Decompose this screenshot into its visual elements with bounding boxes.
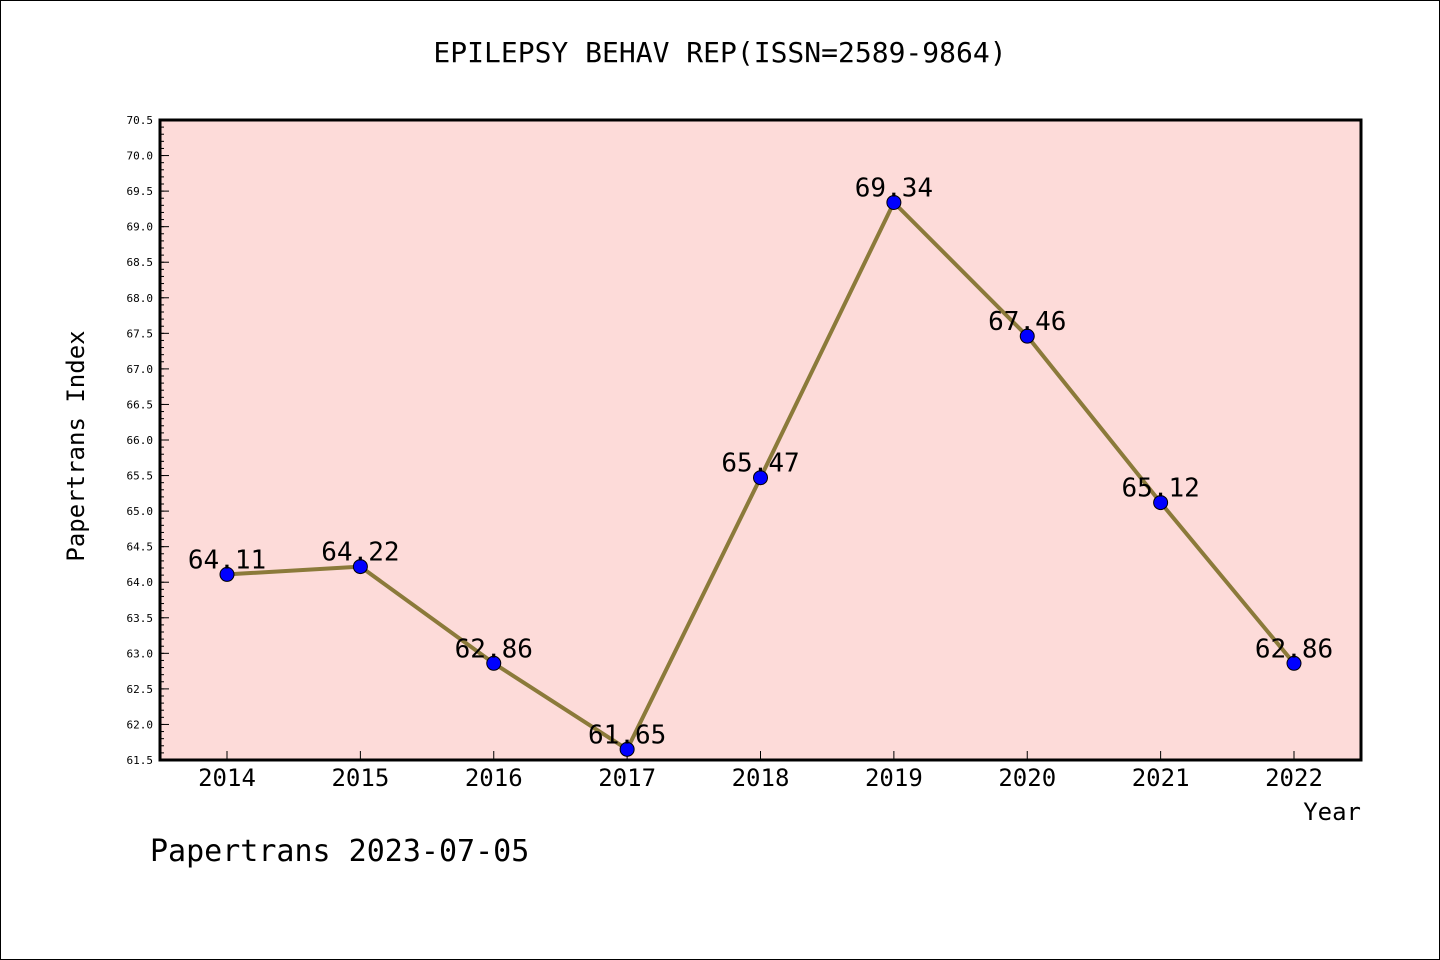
data-point	[486, 655, 502, 671]
y-tick-label: 67.0	[127, 363, 154, 376]
y-tick-label: 66.0	[127, 434, 154, 447]
y-tick-label: 63.5	[127, 612, 154, 625]
y-tick-label: 68.5	[127, 256, 154, 269]
y-tick-label: 61.5	[127, 754, 154, 767]
plot-border	[158, 118, 1363, 762]
y-tick-label: 67.5	[127, 327, 154, 340]
data-label: 62.86	[1255, 634, 1333, 664]
x-tick-label: 2016	[465, 764, 523, 792]
y-tick-label: 70.0	[127, 150, 154, 163]
data-label: 65.47	[721, 449, 799, 479]
y-tick-label: 63.0	[127, 647, 154, 660]
x-tick-label: 2019	[865, 764, 923, 792]
x-tick-label: 2015	[331, 764, 389, 792]
data-label: 69.34	[855, 173, 933, 203]
data-point	[1153, 495, 1169, 511]
y-tick-label: 64.0	[127, 576, 154, 589]
data-point	[619, 741, 635, 757]
plot-area	[160, 120, 1361, 760]
y-tick-label: 65.5	[127, 470, 154, 483]
data-point	[886, 194, 902, 210]
data-label: 67.46	[988, 307, 1066, 337]
y-tick-label: 69.5	[127, 185, 154, 198]
y-tick-label: 62.0	[127, 718, 154, 731]
data-label: 61.65	[588, 720, 666, 750]
x-tick-label: 2014	[198, 764, 256, 792]
y-tick-label: 70.5	[127, 114, 154, 127]
x-tick-label: 2020	[998, 764, 1056, 792]
y-tick-label: 66.5	[127, 398, 154, 411]
chart-title: EPILEPSY BEHAV REP(ISSN=2589-9864)	[433, 36, 1007, 69]
y-tick-label: 65.0	[127, 505, 154, 518]
data-label: 64.11	[188, 545, 266, 575]
y-tick-label: 69.0	[127, 221, 154, 234]
data-label: 64.22	[321, 538, 399, 568]
y-tick-label: 64.5	[127, 541, 154, 554]
footer-note: Papertrans 2023-07-05	[150, 834, 530, 869]
y-tick-label: 68.0	[127, 292, 154, 305]
x-tick-label: 2021	[1132, 764, 1190, 792]
x-tick-label: 2022	[1265, 764, 1323, 792]
data-label: 65.12	[1121, 474, 1199, 504]
data-point	[753, 470, 768, 486]
data-point	[219, 566, 235, 582]
x-axis-label: Year	[1303, 798, 1361, 826]
data-point	[352, 559, 368, 575]
x-tick-label: 2017	[598, 764, 656, 792]
x-tick-label: 2018	[732, 764, 790, 792]
y-tick-label: 62.5	[127, 683, 154, 696]
y-axis-label: Papertrans Index	[62, 330, 90, 561]
data-point	[1019, 328, 1035, 344]
data-point	[1286, 655, 1302, 671]
data-label: 62.86	[455, 634, 533, 664]
